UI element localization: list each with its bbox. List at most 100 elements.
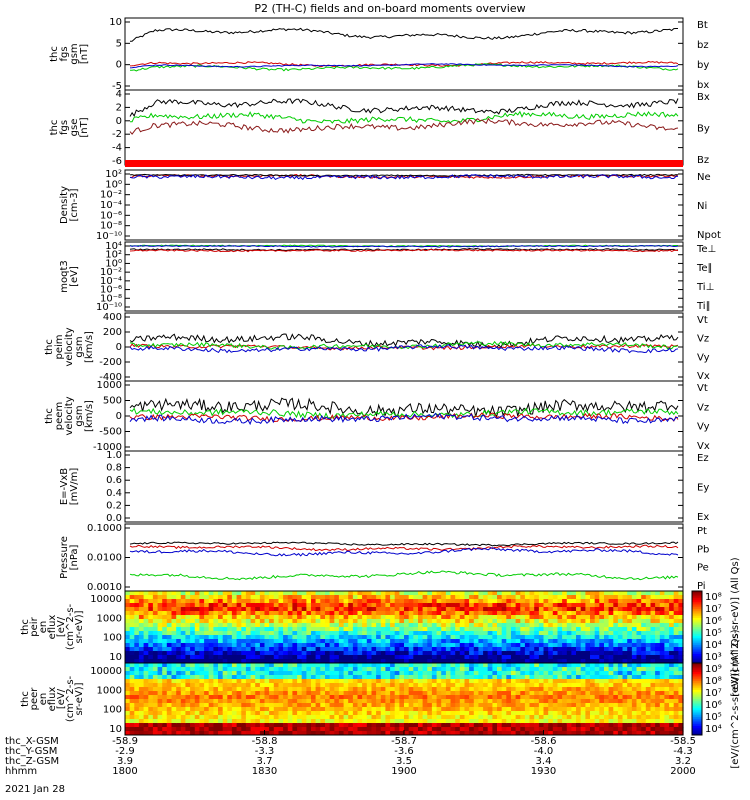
spectrogram-cell <box>343 695 349 700</box>
spectrogram-cell <box>436 663 442 668</box>
spectrogram-cell <box>129 639 135 644</box>
spectrogram-cell <box>669 703 675 708</box>
spectrogram-cell <box>287 675 293 680</box>
spectrogram-cell <box>641 719 647 724</box>
spectrogram-cell <box>185 635 191 640</box>
spectrogram-cell <box>138 695 145 700</box>
spectrogram-cell <box>473 643 479 648</box>
spectrogram-cell <box>152 703 159 708</box>
spectrogram-cell <box>613 667 619 672</box>
spectrogram-cell <box>538 639 545 644</box>
spectrogram-cell <box>604 727 610 732</box>
spectrogram-cell <box>152 619 159 624</box>
spectrogram-cell <box>487 699 493 704</box>
spectrogram-cell <box>636 639 642 644</box>
spectrogram-cell <box>483 691 489 696</box>
y-axis-label-line: velocity <box>64 396 75 435</box>
spectrogram-cell <box>371 611 377 616</box>
colorbar-label: [eV/(cm^2-s-sr-eV)] (All Qs) <box>730 629 741 768</box>
spectrogram-cell <box>608 599 614 604</box>
spectrogram-cell <box>218 663 224 668</box>
spectrogram-cell <box>431 623 438 628</box>
spectrogram-cell <box>338 643 345 648</box>
spectrogram-cell <box>576 671 582 676</box>
spectrogram-cell <box>352 679 359 684</box>
spectrogram-cell <box>413 671 419 676</box>
spectrogram-cell <box>650 631 656 636</box>
spectrogram-cell <box>450 671 456 676</box>
spectrogram-cell <box>455 595 461 600</box>
spectrogram-cell <box>129 667 135 672</box>
spectrogram-cell <box>538 627 545 632</box>
spectrogram-cell <box>515 719 521 724</box>
spectrogram-cell <box>399 667 405 672</box>
spectrogram-cell <box>627 607 633 612</box>
spectrogram-cell <box>431 603 438 608</box>
spectrogram-cell <box>376 695 382 700</box>
spectrogram-cell <box>166 627 172 632</box>
spectrogram-cell <box>152 631 159 636</box>
spectrogram-cell <box>176 711 182 716</box>
spectrogram-cell <box>301 619 307 624</box>
spectrogram-cell <box>608 683 614 688</box>
spectrogram-cell <box>534 603 540 608</box>
spectrogram-cell <box>538 663 545 668</box>
spectrogram-cell <box>422 595 428 600</box>
spectrogram-cell <box>431 679 438 684</box>
spectrogram-cell <box>483 695 489 700</box>
spectrogram-cell <box>613 627 619 632</box>
spectrogram-cell <box>557 699 563 704</box>
spectrogram-cell <box>650 659 656 664</box>
spectrogram-cell <box>301 707 307 712</box>
spectrogram-cell <box>283 591 289 596</box>
spectrogram-cell <box>552 631 558 636</box>
spectrogram-cell <box>464 627 470 632</box>
spectrogram-cell <box>422 627 428 632</box>
spectrogram-cell <box>641 615 647 620</box>
spectrogram-cell <box>185 691 191 696</box>
spectrogram-cell <box>455 663 461 668</box>
spectrogram-cell <box>390 679 396 684</box>
spectrogram-cell <box>515 655 521 660</box>
spectrogram-cell <box>464 727 470 732</box>
spectrogram-cell <box>218 687 224 692</box>
spectrogram-cell <box>418 723 424 728</box>
spectrogram-cell <box>236 599 242 604</box>
spectrogram-cell <box>562 643 568 648</box>
spectrogram-cell <box>473 703 479 708</box>
spectrogram-cell <box>673 683 679 688</box>
spectrogram-cell <box>636 707 642 712</box>
colorbar-cell <box>692 729 702 732</box>
spectrogram-cell <box>538 715 545 720</box>
spectrogram-cell <box>543 643 549 648</box>
spectrogram-cell <box>194 675 200 680</box>
spectrogram-cell <box>399 599 405 604</box>
spectrogram-cell <box>129 627 135 632</box>
spectrogram-cell <box>524 663 531 668</box>
y-tick-label: 0.0100 <box>87 553 122 564</box>
spectrogram-cell <box>552 719 558 724</box>
y-tick-label: 1.0 <box>106 450 122 461</box>
spectrogram-cell <box>636 675 642 680</box>
spectrogram-cell <box>524 607 531 612</box>
spectrogram-cell <box>548 663 554 668</box>
spectrogram-cell <box>273 675 279 680</box>
spectrogram-cell <box>627 719 633 724</box>
spectrogram-cell <box>436 655 442 660</box>
spectrogram-cell <box>483 699 489 704</box>
spectrogram-cell <box>501 679 507 684</box>
spectrogram-cell <box>566 703 572 708</box>
spectrogram-cell <box>320 731 326 736</box>
spectrogram-cell <box>469 719 475 724</box>
spectrogram-cell <box>552 655 558 660</box>
spectrogram-cell <box>129 695 135 700</box>
spectrogram-cell <box>413 679 419 684</box>
spectrogram-cell <box>427 659 433 664</box>
spectrogram-cell <box>231 655 238 660</box>
spectrogram-cell <box>213 671 219 676</box>
spectrogram-cell <box>250 719 256 724</box>
spectrogram-cell <box>138 731 145 736</box>
spectrogram-cell <box>664 675 670 680</box>
spectrogram-cell <box>627 655 633 660</box>
spectrogram-cell <box>641 731 647 736</box>
